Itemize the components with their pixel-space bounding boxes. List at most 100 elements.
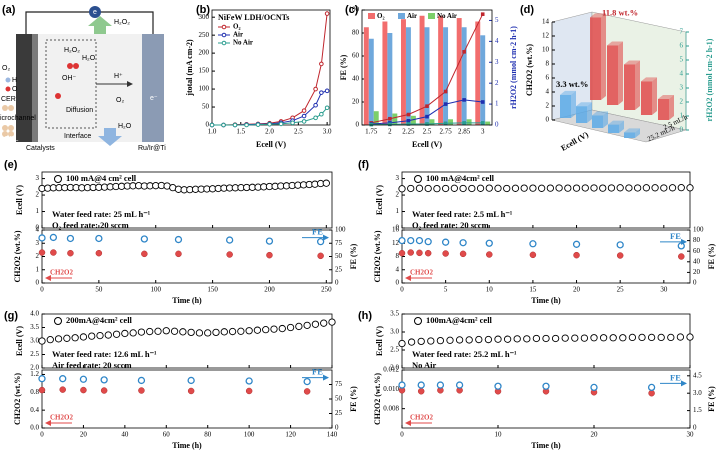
- axis-label: Ecell (V): [15, 326, 24, 356]
- data-point: [406, 122, 411, 126]
- tick-label: 25: [335, 409, 343, 417]
- axis-label: rH2O2 (mmol cm-2 h-1): [509, 26, 518, 109]
- label: e⁻: [150, 95, 158, 102]
- data-point: [398, 236, 406, 245]
- tick-label: 100: [349, 6, 360, 14]
- tick-label: 140: [327, 431, 338, 439]
- data-point: [616, 184, 624, 192]
- bar: [410, 115, 416, 125]
- label: NiFeW LDH/OCNTs: [218, 13, 289, 22]
- legend-label: Air: [407, 12, 417, 20]
- axis-label: Ecell (V): [375, 326, 384, 356]
- tick-label: 10: [542, 46, 550, 54]
- data-point: [121, 329, 129, 338]
- data-point: [324, 88, 330, 94]
- annotation: 200mA@4cm² cell: [66, 315, 133, 325]
- tick-label: 80: [693, 236, 701, 244]
- data-point: [255, 122, 261, 127]
- data-point: [513, 335, 521, 343]
- annotation: O₂ feed rate: 20 sccm: [52, 220, 129, 230]
- data-point: [129, 329, 137, 337]
- tick-label: 250: [321, 286, 332, 294]
- annotation: Water feed rate: 2.5 mL h⁻¹: [412, 209, 513, 219]
- tick-label: 4: [495, 37, 499, 45]
- bar-side: [652, 77, 657, 115]
- bar-top: [560, 90, 576, 95]
- tick-label: 100: [335, 226, 346, 234]
- product-arrow: [88, 16, 112, 34]
- data-point: [480, 121, 485, 125]
- gdl-layer: [16, 34, 32, 142]
- bar: [466, 119, 472, 125]
- bar-top: [658, 95, 674, 99]
- label: (h): [358, 310, 372, 322]
- label: Time (h): [531, 296, 561, 305]
- tick-label: 0: [680, 126, 684, 134]
- tick-label: 0: [335, 279, 339, 287]
- bar: [373, 111, 379, 125]
- data-point: [262, 326, 270, 334]
- data-point: [212, 328, 220, 337]
- data-point: [425, 104, 429, 108]
- tick-label: 2: [36, 191, 40, 199]
- data-point: [303, 321, 311, 329]
- data-point: [95, 249, 103, 257]
- tick-label: 0: [356, 121, 360, 129]
- data-point: [141, 250, 148, 258]
- tick-label: 8: [546, 60, 550, 68]
- tick-label: 2: [495, 79, 499, 87]
- tick-label: 0: [40, 431, 44, 439]
- bar: [438, 15, 444, 125]
- data-point: [555, 184, 563, 192]
- annotation: 100 mA@4cm² cell: [426, 173, 495, 183]
- label: (g): [4, 310, 18, 322]
- data-point: [112, 330, 121, 338]
- data-point: [529, 240, 537, 248]
- data-point: [425, 114, 429, 119]
- tick-label: 2: [546, 102, 550, 110]
- annotation: 3.3 wt.%: [556, 79, 588, 89]
- axis-label: CH2O2 (wt.%): [13, 373, 22, 425]
- data-point: [468, 184, 476, 193]
- data-point: [529, 251, 537, 259]
- label: O₂: [2, 65, 10, 72]
- data-point: [317, 252, 324, 260]
- data-point: [406, 112, 411, 117]
- label: O₂: [116, 97, 124, 104]
- label: Time (h): [172, 296, 202, 305]
- series-label: CH2O2: [50, 414, 73, 422]
- bar-side: [635, 60, 640, 110]
- axis-label: FE (%): [349, 243, 358, 269]
- circuit-wire: [25, 11, 154, 36]
- data-point: [619, 334, 627, 342]
- data-point: [425, 122, 429, 126]
- data-point: [95, 234, 103, 243]
- legend-marker: [54, 175, 62, 183]
- bar: [382, 21, 388, 125]
- data-point: [319, 61, 324, 67]
- plot-frame: [401, 369, 691, 429]
- data-point: [668, 184, 677, 192]
- bar-top: [641, 77, 657, 82]
- tick-label: 15: [529, 286, 537, 294]
- legend-marker: [221, 32, 227, 38]
- label: H₂O: [82, 55, 96, 62]
- data-point: [407, 236, 415, 245]
- x-tick-label: 2.85: [458, 128, 471, 136]
- tick-label: 4: [396, 265, 400, 273]
- data-point: [245, 327, 253, 335]
- tick-label: 200: [199, 49, 210, 57]
- bar-top: [590, 13, 606, 18]
- data-point: [398, 339, 406, 348]
- bar: [429, 119, 435, 125]
- bar: [401, 19, 406, 126]
- tick-label: 40: [121, 431, 129, 439]
- data-point: [295, 322, 303, 331]
- legend-swatch: [398, 13, 405, 19]
- data-point: [417, 381, 425, 389]
- data-point: [415, 184, 424, 192]
- bar: [443, 27, 449, 125]
- data-point: [480, 100, 485, 104]
- data-point: [66, 234, 75, 243]
- data-point: [187, 387, 195, 395]
